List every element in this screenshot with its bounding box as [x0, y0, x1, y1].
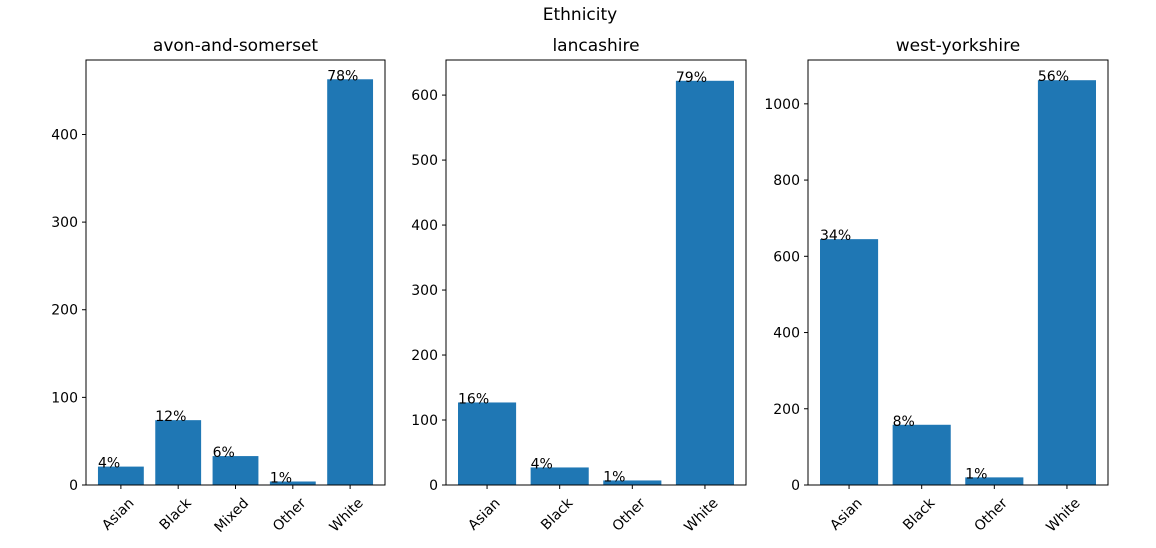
- y-tick-label: 0: [429, 478, 438, 494]
- bar-white: [327, 79, 374, 485]
- data-label-black: 8%: [893, 414, 915, 430]
- data-label-white: 56%: [1038, 69, 1069, 85]
- y-tick-label: 1000: [764, 97, 800, 113]
- chart-panels: avon-and-somerset4%Asian12%Black6%Mixed1…: [51, 36, 1109, 536]
- bar-asian: [97, 466, 144, 485]
- data-label-mixed: 6%: [213, 445, 235, 461]
- y-tick-label: 800: [773, 173, 800, 189]
- y-tick-label: 100: [51, 390, 78, 406]
- bar-other: [603, 480, 662, 485]
- y-tick-label: 100: [411, 413, 438, 429]
- bar-mixed: [212, 456, 259, 485]
- y-tick-label: 600: [411, 88, 438, 104]
- data-label-black: 12%: [155, 409, 186, 425]
- y-tick-label: 200: [51, 303, 78, 319]
- bar-white: [1037, 80, 1096, 486]
- y-tick-label: 200: [773, 402, 800, 418]
- axes-frame: [85, 59, 386, 486]
- data-label-asian: 16%: [458, 391, 489, 407]
- y-tick-label: 0: [69, 478, 78, 494]
- y-tick-label: 500: [411, 153, 438, 169]
- axes-frame: [807, 59, 1109, 486]
- data-label-other: 1%: [270, 470, 292, 486]
- bar-asian: [820, 239, 879, 485]
- data-label-asian: 34%: [820, 228, 851, 244]
- bar-asian: [458, 402, 517, 485]
- y-tick-label: 200: [411, 348, 438, 364]
- data-label-other: 1%: [603, 469, 625, 485]
- y-tick-label: 400: [51, 127, 78, 143]
- y-tick-label: 0: [791, 478, 800, 494]
- y-tick-label: 400: [411, 218, 438, 234]
- bar-black: [155, 420, 202, 485]
- axes-frame: [445, 59, 747, 486]
- data-label-other: 1%: [965, 466, 987, 482]
- data-label-black: 4%: [531, 456, 553, 472]
- y-tick-label: 300: [51, 215, 78, 231]
- data-label-white: 79%: [676, 70, 707, 86]
- bar-other: [269, 481, 316, 485]
- bar-other: [965, 477, 1024, 485]
- y-tick-label: 600: [773, 249, 800, 265]
- panel-title: lancashire: [552, 36, 639, 56]
- bar-black: [530, 467, 589, 485]
- chart-panel-1: avon-and-somerset4%Asian12%Black6%Mixed1…: [51, 36, 386, 536]
- bar-black: [892, 424, 951, 485]
- y-tick-label: 400: [773, 326, 800, 342]
- bar-white: [675, 80, 734, 485]
- panel-title: avon-and-somerset: [153, 36, 318, 56]
- data-label-asian: 4%: [98, 456, 120, 472]
- panel-title: west-yorkshire: [896, 36, 1020, 56]
- figure-title: Ethnicity: [543, 5, 617, 25]
- data-label-white: 78%: [327, 68, 358, 84]
- y-tick-label: 300: [411, 283, 438, 299]
